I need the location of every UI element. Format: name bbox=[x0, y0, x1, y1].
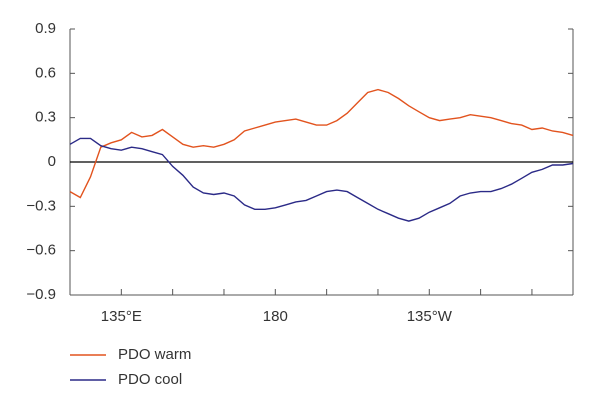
y-tick-label: 0.9 bbox=[35, 20, 56, 37]
y-tick-label: 0.3 bbox=[35, 109, 56, 126]
legend-label: PDO cool bbox=[118, 371, 182, 388]
y-tick-label: 0.6 bbox=[35, 64, 56, 81]
y-tick-label: −0.6 bbox=[26, 242, 56, 259]
x-tick-label: 135°W bbox=[407, 308, 453, 325]
y-tick-label: −0.9 bbox=[26, 286, 56, 303]
series-line bbox=[69, 137, 574, 222]
series-line bbox=[69, 88, 574, 199]
y-tick-label: −0.3 bbox=[26, 197, 56, 214]
y-tick-label: 0 bbox=[48, 153, 56, 170]
legend-label: PDO warm bbox=[118, 346, 191, 363]
x-tick-label: 180 bbox=[263, 308, 288, 325]
x-tick-label: 135°E bbox=[101, 308, 142, 325]
